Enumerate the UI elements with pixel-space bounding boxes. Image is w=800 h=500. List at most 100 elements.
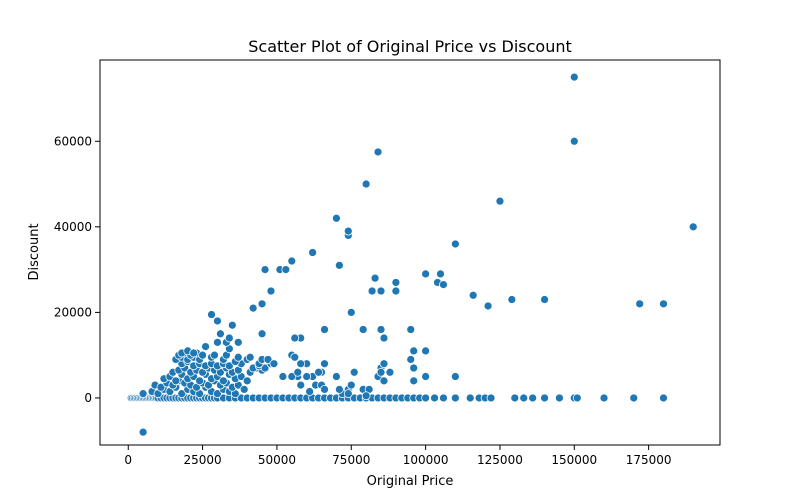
data-point	[519, 393, 529, 403]
data-point	[376, 286, 386, 296]
y-tick-label: 0	[84, 391, 92, 405]
data-point	[421, 372, 430, 381]
data-point	[302, 372, 312, 381]
y-axis-label: Discount	[27, 223, 42, 280]
data-point	[278, 372, 288, 381]
plot-frame	[99, 59, 721, 446]
data-points	[126, 72, 698, 437]
data-point	[379, 376, 389, 386]
data-point	[376, 367, 386, 377]
data-point	[198, 350, 207, 360]
data-point	[308, 248, 317, 257]
data-point	[296, 359, 306, 369]
x-tick-label: 50000	[258, 453, 296, 467]
data-point	[233, 352, 243, 362]
data-point	[421, 269, 430, 279]
data-point	[391, 286, 401, 296]
data-point	[227, 320, 237, 330]
data-point	[599, 393, 609, 403]
data-point	[659, 299, 668, 309]
data-point	[391, 278, 401, 287]
data-point	[189, 348, 199, 358]
data-point	[495, 196, 505, 206]
data-point	[450, 393, 460, 403]
x-tick-label: 0	[124, 453, 132, 467]
data-point	[257, 329, 267, 339]
data-point	[421, 346, 430, 356]
data-point	[468, 290, 478, 300]
y-tick-label: 60000	[54, 134, 92, 148]
data-point	[296, 380, 306, 390]
data-point	[266, 286, 276, 296]
data-point	[290, 352, 300, 362]
data-point	[406, 355, 416, 364]
data-point	[320, 359, 329, 369]
data-point	[248, 303, 258, 313]
data-point	[269, 359, 279, 369]
data-point	[349, 367, 359, 377]
data-point	[343, 226, 353, 236]
data-point	[320, 325, 329, 334]
chart-title: Scatter Plot of Original Price vs Discou…	[248, 37, 572, 56]
data-point	[436, 269, 445, 279]
data-point	[332, 372, 341, 381]
y-axis-ticks: 0 20000 40000 60000	[54, 134, 100, 405]
data-point	[507, 295, 517, 304]
data-point	[314, 367, 323, 377]
data-point	[629, 393, 639, 403]
data-point	[569, 72, 579, 82]
data-point	[260, 265, 270, 274]
data-point	[207, 310, 216, 319]
data-point	[540, 393, 549, 403]
data-point	[409, 363, 419, 373]
data-point	[430, 393, 439, 403]
x-tick-label: 175000	[626, 453, 672, 467]
data-point	[257, 299, 267, 309]
data-point	[450, 239, 460, 249]
data-point	[528, 393, 538, 403]
data-point	[406, 325, 416, 334]
data-point	[358, 325, 368, 334]
data-point	[138, 427, 148, 437]
data-point	[439, 393, 448, 403]
data-point	[486, 393, 496, 403]
data-point	[373, 147, 383, 157]
data-point	[343, 389, 353, 399]
data-point	[320, 385, 329, 394]
data-point	[409, 376, 419, 386]
x-tick-label: 125000	[477, 453, 523, 467]
data-point	[346, 380, 356, 390]
data-point	[213, 337, 222, 347]
data-point	[210, 350, 219, 360]
data-point	[245, 352, 255, 362]
y-tick-label: 40000	[54, 220, 92, 234]
data-point	[213, 389, 222, 399]
data-point	[242, 376, 252, 386]
data-point	[156, 382, 166, 392]
data-point	[171, 376, 181, 386]
x-axis-label: Original Price	[367, 474, 454, 489]
data-point	[370, 273, 380, 283]
data-point	[335, 260, 344, 270]
data-point	[409, 346, 419, 356]
data-point	[346, 308, 356, 317]
y-tick-label: 20000	[54, 305, 92, 319]
data-point	[195, 376, 204, 386]
x-tick-label: 75000	[332, 453, 370, 467]
data-point	[233, 337, 243, 347]
data-point	[439, 280, 448, 289]
data-point	[224, 333, 234, 343]
data-point	[510, 393, 520, 403]
data-point	[290, 333, 300, 343]
data-point	[287, 256, 297, 266]
data-point	[361, 179, 371, 189]
data-point	[367, 286, 377, 296]
data-point	[335, 385, 344, 394]
data-point	[465, 393, 475, 403]
x-tick-label: 100000	[403, 453, 449, 467]
data-point	[224, 361, 234, 371]
data-point	[281, 265, 291, 274]
data-point	[555, 393, 564, 403]
data-point	[293, 367, 303, 377]
x-tick-label: 25000	[183, 453, 221, 467]
